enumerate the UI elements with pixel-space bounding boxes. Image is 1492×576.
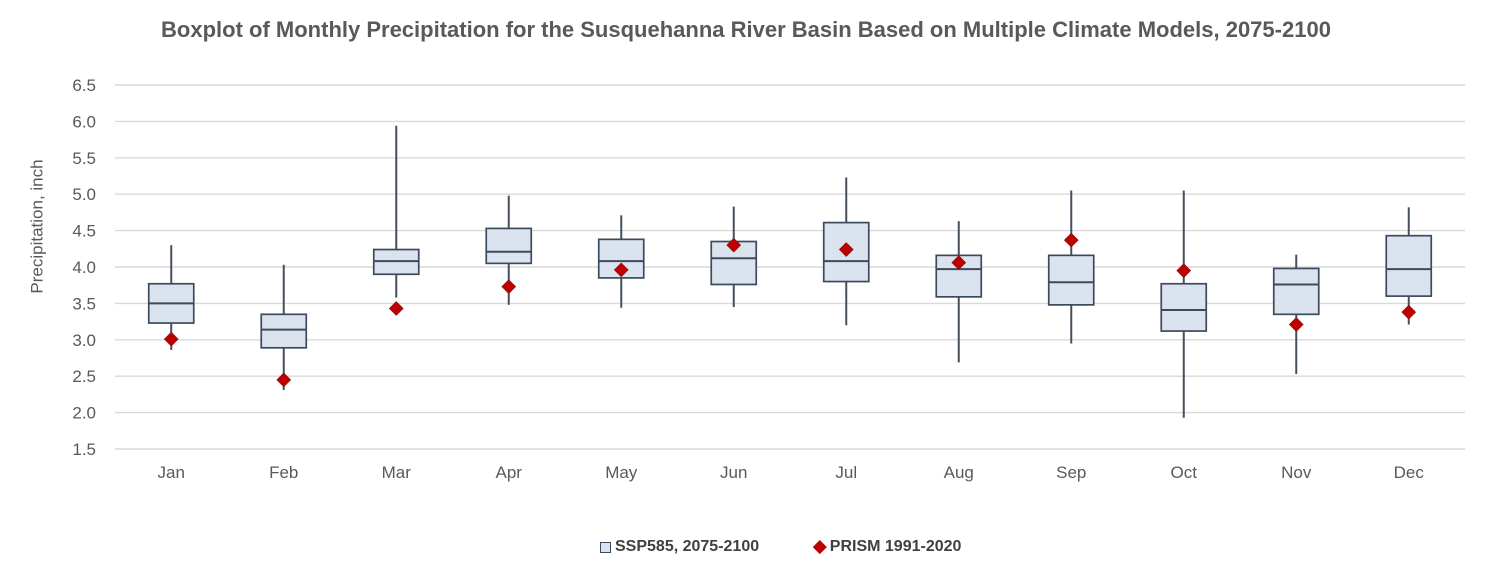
x-tick-label-Apr: Apr <box>496 463 523 482</box>
box-Dec <box>1385 234 1433 297</box>
x-tick-label-Mar: Mar <box>382 463 412 482</box>
legend-item-ssp585: SSP585, 2075-2100 <box>600 538 759 556</box>
prism-marker-Sep <box>1063 232 1079 248</box>
box-Apr <box>485 227 533 265</box>
x-tick-label-Aug: Aug <box>944 463 974 482</box>
prism-marker-Apr <box>501 279 517 295</box>
y-tick-label-5.5: 5.5 <box>72 149 96 168</box>
x-tick-label-Jul: Jul <box>835 463 857 482</box>
box-Oct <box>1160 282 1208 332</box>
y-tick-label-6.0: 6.0 <box>72 112 96 131</box>
legend-label-prism: PRISM 1991-2020 <box>829 538 962 555</box>
y-tick-label-2.0: 2.0 <box>72 404 96 423</box>
prism-marker-May <box>613 262 629 278</box>
diamond-swatch-icon <box>812 540 827 554</box>
y-tick-label-6.5: 6.5 <box>72 76 96 95</box>
x-tick-label-Dec: Dec <box>1394 463 1425 482</box>
x-tick-label-Feb: Feb <box>269 463 298 482</box>
x-tick-label-May: May <box>605 463 638 482</box>
y-tick-label-1.5: 1.5 <box>72 440 96 459</box>
legend: SSP585, 2075-2100 PRISM 1991-2020 <box>0 538 1492 556</box>
y-tick-label-5.0: 5.0 <box>72 185 96 204</box>
prism-marker-Jan <box>163 331 179 347</box>
y-tick-label-3.5: 3.5 <box>72 294 96 313</box>
box-Feb <box>260 313 308 349</box>
box-Sep <box>1047 254 1095 306</box>
box-swatch-icon <box>600 541 611 553</box>
legend-label-ssp585: SSP585, 2075-2100 <box>615 538 760 555</box>
x-tick-label-Jan: Jan <box>158 463 185 482</box>
x-tick-label-Sep: Sep <box>1056 463 1086 482</box>
y-tick-label-4.5: 4.5 <box>72 222 96 241</box>
x-tick-label-Jun: Jun <box>720 463 747 482</box>
prism-marker-Oct <box>1176 263 1192 279</box>
prism-marker-Jul <box>838 242 854 257</box>
prism-marker-Feb <box>276 372 292 388</box>
legend-item-prism: PRISM 1991-2020 <box>812 538 962 556</box>
y-tick-label-3.0: 3.0 <box>72 331 96 350</box>
prism-marker-Aug <box>951 255 967 270</box>
box-Nov <box>1272 267 1320 316</box>
x-tick-label-Nov: Nov <box>1281 463 1312 482</box>
x-tick-label-Oct: Oct <box>1171 463 1198 482</box>
chart-title: Boxplot of Monthly Precipitation for the… <box>161 16 1331 42</box>
y-tick-label-2.5: 2.5 <box>72 367 96 386</box>
prism-marker-Mar <box>388 301 404 316</box>
prism-marker-Nov <box>1288 317 1304 332</box>
y-tick-label-4.0: 4.0 <box>72 258 96 277</box>
prism-marker-Dec <box>1401 304 1417 320</box>
prism-marker-Jun <box>726 237 742 253</box>
